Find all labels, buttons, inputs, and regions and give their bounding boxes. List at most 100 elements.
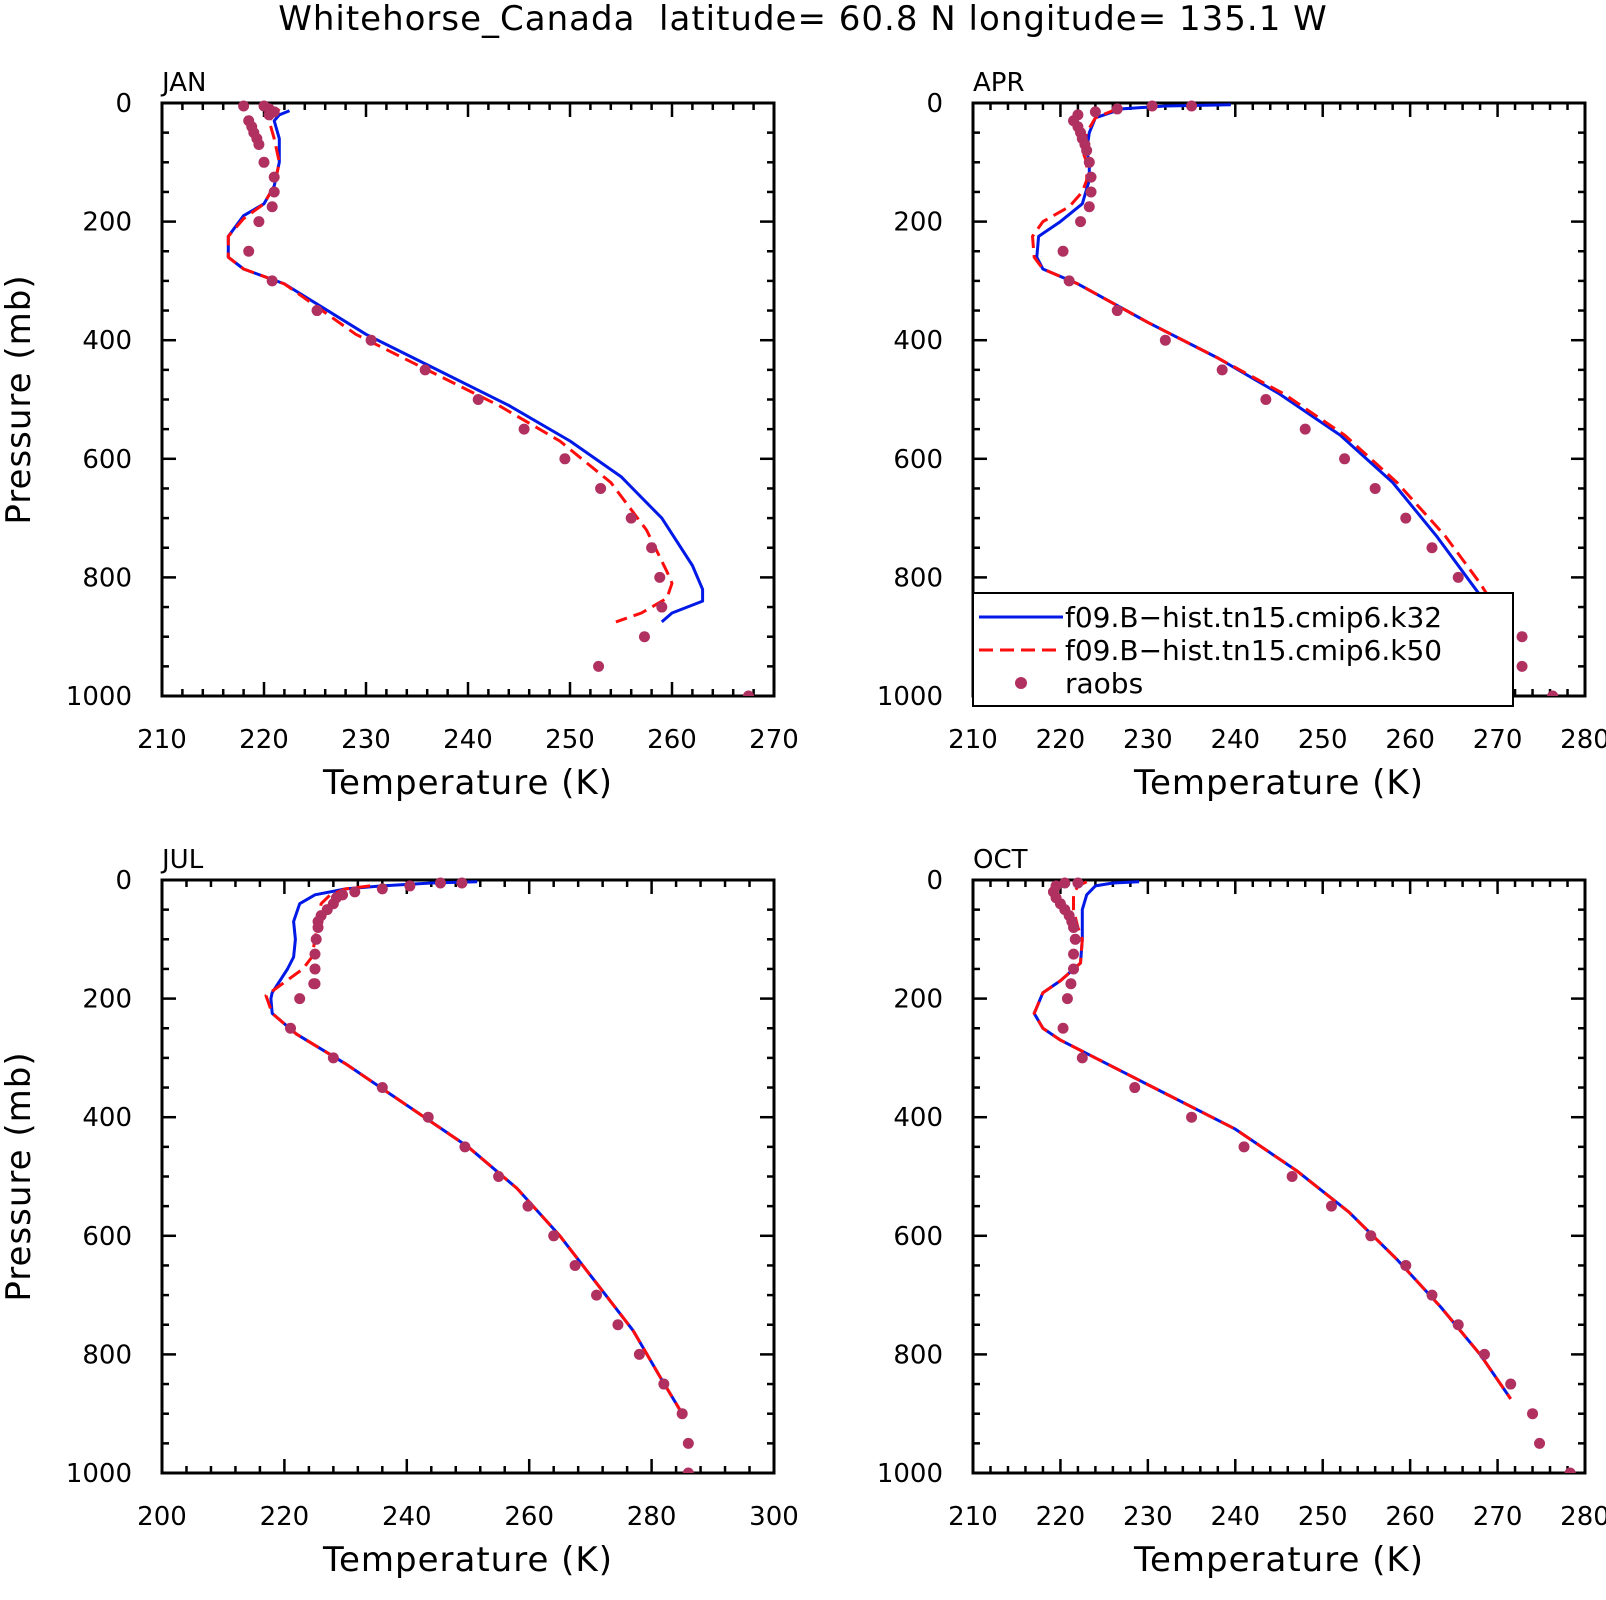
raobs-point bbox=[625, 512, 637, 524]
y-tick-label: 400 bbox=[82, 1103, 132, 1133]
raobs-point bbox=[1083, 156, 1095, 168]
x-tick-label: 230 bbox=[341, 725, 391, 755]
raobs-point bbox=[518, 423, 530, 435]
panel-title: JAN bbox=[160, 68, 206, 98]
raobs-point bbox=[309, 963, 321, 975]
raobs-point bbox=[1325, 1200, 1337, 1212]
panel-title: JUL bbox=[160, 845, 204, 875]
raobs-point bbox=[310, 933, 322, 945]
figure-title: Whitehorse_Canada latitude= 60.8 N longi… bbox=[278, 0, 1328, 39]
y-tick-label: 400 bbox=[893, 1103, 943, 1133]
raobs-point bbox=[1516, 631, 1528, 643]
x-tick-label: 220 bbox=[260, 1502, 310, 1532]
raobs-point bbox=[1400, 1259, 1412, 1271]
legend-label: f09.B−hist.tn15.cmip6.k50 bbox=[1065, 634, 1442, 667]
raobs-point bbox=[422, 1111, 434, 1123]
panel-title: APR bbox=[973, 68, 1025, 98]
data-layer bbox=[226, 100, 754, 696]
raobs-point bbox=[404, 880, 416, 892]
y-tick-label: 200 bbox=[82, 208, 132, 238]
raobs-point bbox=[308, 978, 320, 990]
raobs-point bbox=[1426, 542, 1438, 554]
x-tick-label: 250 bbox=[1298, 725, 1348, 755]
y-tick-label: 0 bbox=[926, 866, 943, 896]
raobs-point bbox=[263, 109, 275, 121]
raobs-point bbox=[654, 571, 666, 583]
x-axis-title: Temperature (K) bbox=[322, 763, 613, 803]
raobs-point bbox=[1129, 1082, 1141, 1094]
y-tick-label: 200 bbox=[82, 985, 132, 1015]
x-tick-label: 270 bbox=[1473, 1502, 1523, 1532]
raobs-point bbox=[1516, 660, 1528, 672]
y-tick-label: 0 bbox=[115, 89, 132, 119]
raobs-point bbox=[419, 364, 431, 376]
y-tick-label: 600 bbox=[82, 1222, 132, 1252]
x-tick-label: 260 bbox=[647, 725, 697, 755]
data-layer bbox=[264, 877, 694, 1473]
raobs-point bbox=[268, 171, 280, 183]
raobs-point bbox=[1068, 921, 1080, 933]
raobs-point bbox=[633, 1348, 645, 1360]
legend-marker bbox=[1015, 677, 1027, 689]
y-tick-label: 800 bbox=[82, 563, 132, 593]
raobs-point bbox=[1534, 1437, 1546, 1449]
x-tick-label: 210 bbox=[948, 725, 998, 755]
y-tick-label: 400 bbox=[82, 326, 132, 356]
raobs-point bbox=[268, 186, 280, 198]
y-tick-label: 1000 bbox=[877, 682, 943, 712]
raobs-point bbox=[238, 100, 250, 112]
legend: f09.B−hist.tn15.cmip6.k32f09.B−hist.tn15… bbox=[972, 592, 1514, 707]
panels: 210 220 230 240 250 260 270 0 200 400 600 800 1000 JA… bbox=[0, 68, 1606, 1580]
data-layer bbox=[1031, 100, 1559, 696]
raobs-point bbox=[612, 1319, 624, 1331]
x-tick-label: 200 bbox=[137, 1502, 187, 1532]
raobs-point bbox=[312, 921, 324, 933]
x-tick-label: 210 bbox=[948, 1502, 998, 1532]
raobs-point bbox=[1286, 1171, 1298, 1182]
raobs-point bbox=[548, 1230, 560, 1242]
x-tick-label: 250 bbox=[1298, 1502, 1348, 1532]
raobs-point bbox=[593, 660, 605, 672]
x-tick-label: 220 bbox=[1036, 725, 1086, 755]
raobs-point bbox=[522, 1200, 534, 1212]
y-tick-label: 200 bbox=[893, 208, 943, 238]
y-tick-label: 400 bbox=[893, 326, 943, 356]
raobs-point bbox=[569, 1259, 581, 1271]
raobs-point bbox=[1075, 216, 1087, 228]
raobs-point bbox=[266, 201, 278, 213]
x-tick-label: 300 bbox=[749, 1502, 799, 1532]
x-tick-label: 220 bbox=[239, 725, 289, 755]
y-tick-label: 800 bbox=[893, 563, 943, 593]
raobs-point bbox=[493, 1171, 505, 1182]
x-tick-label: 280 bbox=[1560, 725, 1606, 755]
x-axis-title: Temperature (K) bbox=[322, 1540, 613, 1580]
raobs-point bbox=[682, 1467, 694, 1473]
raobs-point bbox=[253, 139, 265, 151]
panel-title: OCT bbox=[973, 845, 1028, 875]
x-axis-title: Temperature (K) bbox=[1133, 763, 1424, 803]
raobs-point bbox=[676, 1408, 688, 1420]
raobs-point bbox=[1216, 364, 1228, 376]
y-axis-title: Pressure (mb) bbox=[0, 274, 39, 524]
raobs-point bbox=[1083, 201, 1095, 213]
y-tick-label: 1000 bbox=[66, 682, 132, 712]
raobs-point bbox=[294, 993, 306, 1005]
y-tick-label: 1000 bbox=[66, 1459, 132, 1489]
raobs-point bbox=[1452, 1319, 1464, 1331]
raobs-point bbox=[309, 948, 321, 960]
raobs-point bbox=[656, 601, 668, 613]
raobs-point bbox=[1505, 1378, 1517, 1390]
y-tick-label: 200 bbox=[893, 985, 943, 1015]
series-line-k50 bbox=[226, 107, 674, 624]
y-tick-label: 0 bbox=[115, 866, 132, 896]
raobs-point bbox=[258, 156, 270, 168]
raobs-point bbox=[638, 631, 650, 643]
x-tick-label: 260 bbox=[504, 1502, 554, 1532]
x-tick-label: 280 bbox=[627, 1502, 677, 1532]
raobs-point bbox=[1159, 334, 1171, 346]
raobs-point bbox=[1186, 1111, 1198, 1123]
raobs-point bbox=[1057, 1022, 1069, 1034]
raobs-point bbox=[1452, 571, 1464, 583]
raobs-point bbox=[1400, 512, 1412, 524]
